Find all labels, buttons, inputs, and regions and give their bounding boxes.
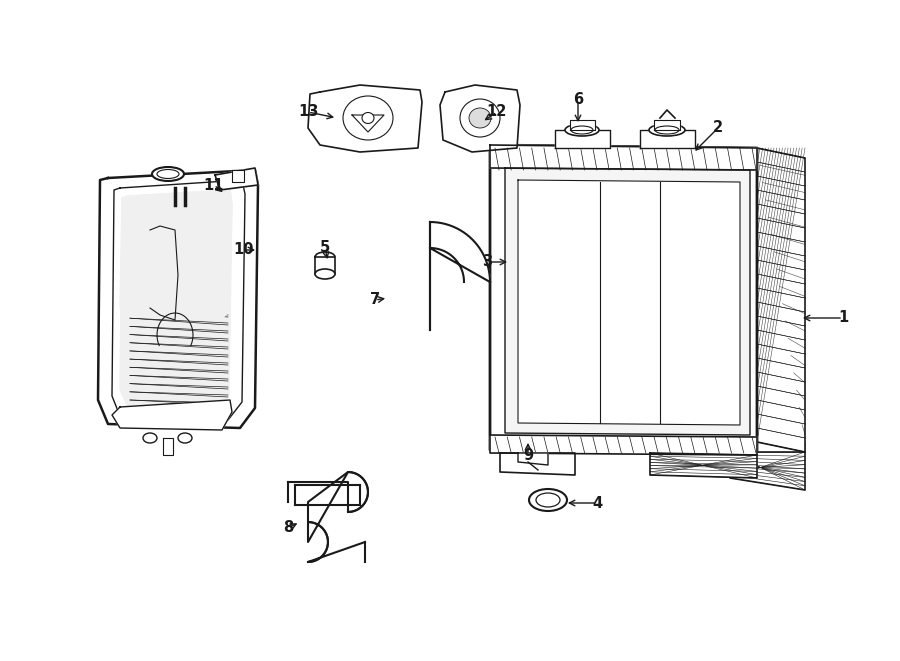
Ellipse shape <box>343 96 393 140</box>
Text: 2: 2 <box>713 120 723 136</box>
Text: 10: 10 <box>234 243 254 258</box>
Text: 11: 11 <box>203 178 224 192</box>
Polygon shape <box>757 148 805 452</box>
Text: 7: 7 <box>370 293 380 307</box>
Ellipse shape <box>152 167 184 181</box>
Polygon shape <box>654 120 680 130</box>
Text: 3: 3 <box>482 254 492 270</box>
Polygon shape <box>120 190 232 320</box>
Ellipse shape <box>460 99 500 137</box>
Polygon shape <box>163 438 173 455</box>
Polygon shape <box>215 168 258 190</box>
Ellipse shape <box>655 126 679 134</box>
Polygon shape <box>120 190 232 410</box>
Text: 1: 1 <box>838 311 848 325</box>
Polygon shape <box>295 485 360 505</box>
Ellipse shape <box>536 493 560 507</box>
Polygon shape <box>270 480 400 595</box>
Text: 6: 6 <box>573 93 583 108</box>
Polygon shape <box>440 85 520 152</box>
Polygon shape <box>640 130 695 148</box>
Polygon shape <box>315 257 335 274</box>
Ellipse shape <box>469 108 491 128</box>
Ellipse shape <box>315 252 335 262</box>
Text: 8: 8 <box>283 520 293 535</box>
Ellipse shape <box>649 124 685 136</box>
Ellipse shape <box>143 433 157 443</box>
Polygon shape <box>352 115 384 132</box>
Text: 5: 5 <box>320 241 330 256</box>
Ellipse shape <box>315 269 335 279</box>
Polygon shape <box>505 168 750 435</box>
Text: 13: 13 <box>298 104 319 120</box>
Polygon shape <box>490 145 757 452</box>
Ellipse shape <box>362 112 374 124</box>
Polygon shape <box>555 130 610 148</box>
Polygon shape <box>730 452 805 490</box>
Polygon shape <box>232 170 244 182</box>
Text: 9: 9 <box>523 447 533 463</box>
Polygon shape <box>308 85 422 152</box>
Polygon shape <box>518 453 548 465</box>
Ellipse shape <box>571 126 593 134</box>
Polygon shape <box>430 222 490 282</box>
Polygon shape <box>518 180 740 425</box>
Polygon shape <box>288 472 368 562</box>
Text: 12: 12 <box>487 104 508 120</box>
Ellipse shape <box>565 124 599 136</box>
Ellipse shape <box>529 489 567 511</box>
Ellipse shape <box>157 169 179 178</box>
Polygon shape <box>112 180 245 420</box>
Polygon shape <box>500 453 575 475</box>
Polygon shape <box>650 453 757 478</box>
Polygon shape <box>570 120 595 130</box>
Polygon shape <box>112 400 232 430</box>
Text: 4: 4 <box>592 496 602 510</box>
Polygon shape <box>490 145 757 170</box>
Polygon shape <box>98 170 258 428</box>
Polygon shape <box>490 435 757 455</box>
Ellipse shape <box>178 433 192 443</box>
